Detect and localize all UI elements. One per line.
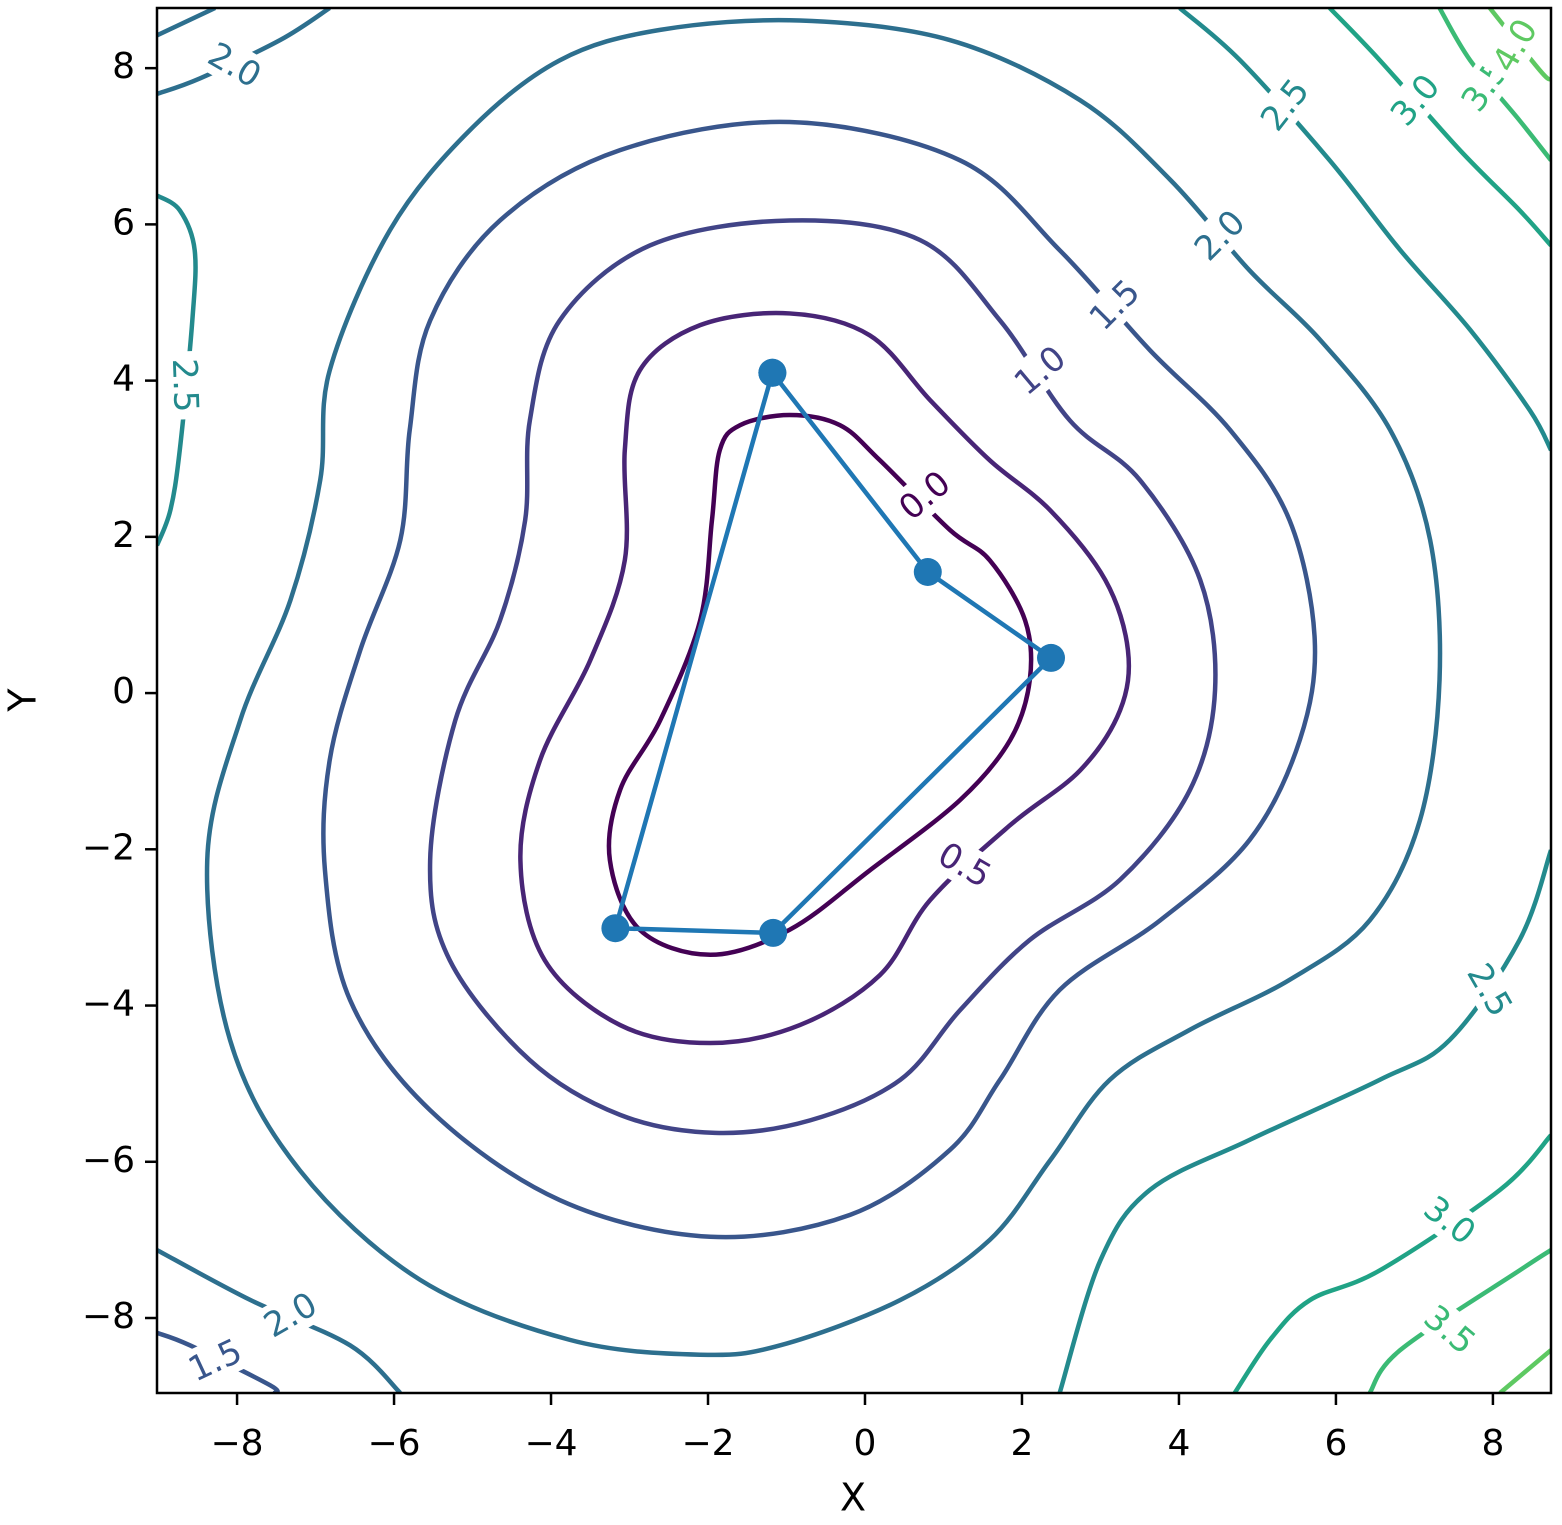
y-tick-label: −2 xyxy=(82,827,135,868)
y-tick-label: −8 xyxy=(82,1296,135,1337)
y-tick-label: 4 xyxy=(112,359,135,400)
contour-line xyxy=(1498,1348,1551,1393)
contour-label-gap xyxy=(925,830,1005,900)
plot-frame xyxy=(155,6,1553,1395)
series-point xyxy=(1037,643,1066,672)
y-tick-label: −4 xyxy=(82,984,135,1025)
series-point xyxy=(913,557,942,586)
contour-line xyxy=(1488,8,1551,82)
contour-line xyxy=(427,218,1218,1136)
x-tick-label: −8 xyxy=(211,1423,264,1464)
contour-line xyxy=(204,17,1443,1358)
x-tick-label: −2 xyxy=(681,1423,734,1464)
contour-label-gap xyxy=(1181,197,1258,274)
line-layer xyxy=(601,358,1066,947)
contour-label-gap xyxy=(1455,950,1525,1030)
contour-label-gap xyxy=(885,458,964,533)
contour-line xyxy=(1178,8,1551,452)
contour-layer xyxy=(157,8,1551,1393)
contour-label-gap xyxy=(1076,266,1153,344)
contour-line xyxy=(1328,8,1551,247)
y-tick-label: −6 xyxy=(82,1140,135,1181)
x-tick-label: −6 xyxy=(368,1423,421,1464)
x-tick-label: −4 xyxy=(524,1423,577,1464)
y-tick-label: 6 xyxy=(112,202,135,243)
series-point xyxy=(758,358,787,387)
y-tick-label: 2 xyxy=(112,515,135,556)
series-point xyxy=(759,918,788,947)
contour-line xyxy=(157,8,217,38)
contour-line xyxy=(1057,849,1551,1393)
series-point xyxy=(601,914,630,943)
contour-label-group: 2.5 xyxy=(164,350,207,420)
contour-label-gap xyxy=(164,350,207,420)
contour-label-gap xyxy=(195,30,275,100)
y-tick-label: 8 xyxy=(112,46,135,87)
contour-line xyxy=(321,119,1318,1240)
x-tick-label: 6 xyxy=(1324,1423,1347,1464)
contour-line xyxy=(1232,1133,1551,1393)
x-axis-label: X xyxy=(840,1476,866,1520)
x-tick-label: 2 xyxy=(1011,1423,1034,1464)
contour-label-gap xyxy=(1378,61,1453,140)
contour-label-gap xyxy=(1410,1183,1489,1258)
y-axis-label: Y xyxy=(1,688,45,713)
contour-line xyxy=(518,310,1132,1046)
contour-label-gap xyxy=(1410,1292,1489,1367)
series-line xyxy=(613,371,1054,936)
contour-label-gap xyxy=(1480,6,1550,85)
contour-label-gap xyxy=(1248,65,1322,144)
x-tick-label: 4 xyxy=(1167,1423,1190,1464)
contour-label-gap xyxy=(175,1327,255,1393)
x-tick-label: 8 xyxy=(1481,1423,1504,1464)
contour-line xyxy=(157,193,198,547)
axes: −8 −6 −4 −2 0 2 4 6 8 −8 −6 −4 −2 0 2 4 6 8 xyxy=(82,46,1504,1464)
contour-line xyxy=(1367,1248,1551,1393)
y-tick-label: 0 xyxy=(112,671,135,712)
contour-label-gap xyxy=(250,1280,330,1350)
contour-label: 2.5 xyxy=(164,358,206,413)
x-tick-label: 0 xyxy=(854,1423,877,1464)
contour-label-group: 2.0 xyxy=(250,1280,330,1350)
contour-label-gap xyxy=(1001,333,1079,408)
